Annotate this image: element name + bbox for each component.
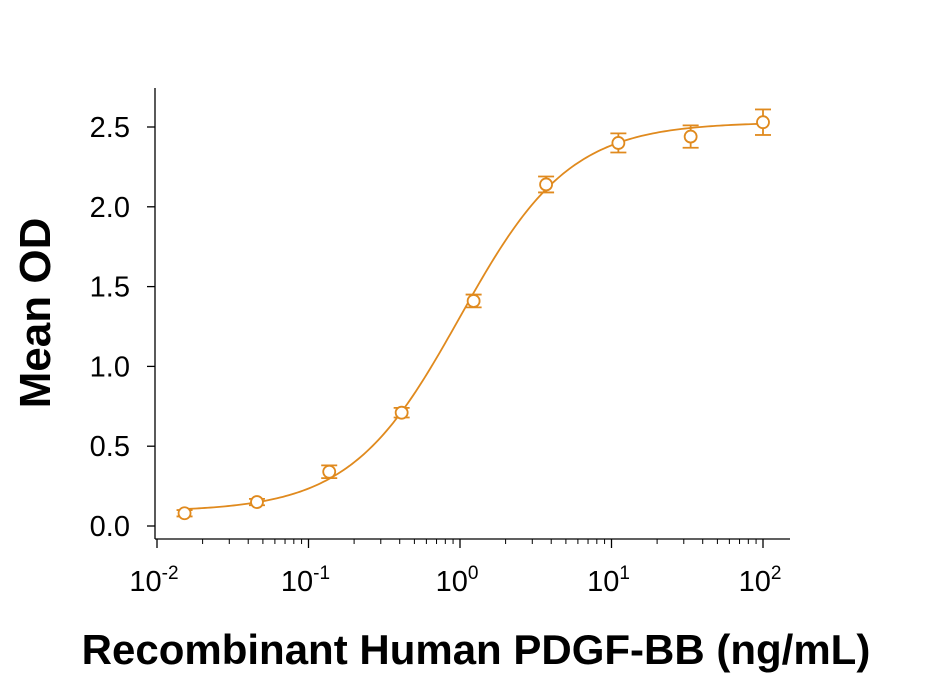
data-point (177, 506, 192, 521)
x-ticks: 10-2 10-1 100 101 102 (129, 539, 781, 598)
data-point (250, 495, 264, 509)
x-tick-label: 10-2 (129, 563, 178, 598)
data-point (683, 129, 698, 144)
y-tick-label: 0.0 (90, 511, 130, 543)
data-point (466, 294, 481, 308)
data-point (539, 177, 553, 192)
data-point (611, 136, 626, 150)
x-tick-label: 100 (436, 563, 479, 598)
y-tick-label: 2.5 (90, 112, 130, 144)
data-point (394, 405, 409, 420)
y-tick-label: 2.0 (90, 192, 130, 224)
error-bars (176, 108, 771, 518)
y-tick-label: 1.5 (90, 272, 130, 304)
data-point (322, 464, 337, 479)
y-axis-title: Mean OD (11, 218, 60, 409)
x-tick-label: 102 (739, 563, 782, 598)
x-tick-label: 10-1 (281, 563, 330, 598)
data-points (177, 115, 770, 521)
axes (154, 88, 790, 540)
y-tick-label: 0.5 (90, 431, 130, 463)
y-ticks: 0.0 0.5 1.0 1.5 2.0 2.5 (90, 112, 155, 543)
x-axis-title: Recombinant Human PDGF-BB (ng/mL) (82, 626, 871, 673)
fit-curve (184, 122, 764, 510)
data-point (756, 115, 770, 130)
x-tick-label: 101 (587, 563, 630, 598)
y-tick-label: 1.0 (90, 351, 130, 383)
